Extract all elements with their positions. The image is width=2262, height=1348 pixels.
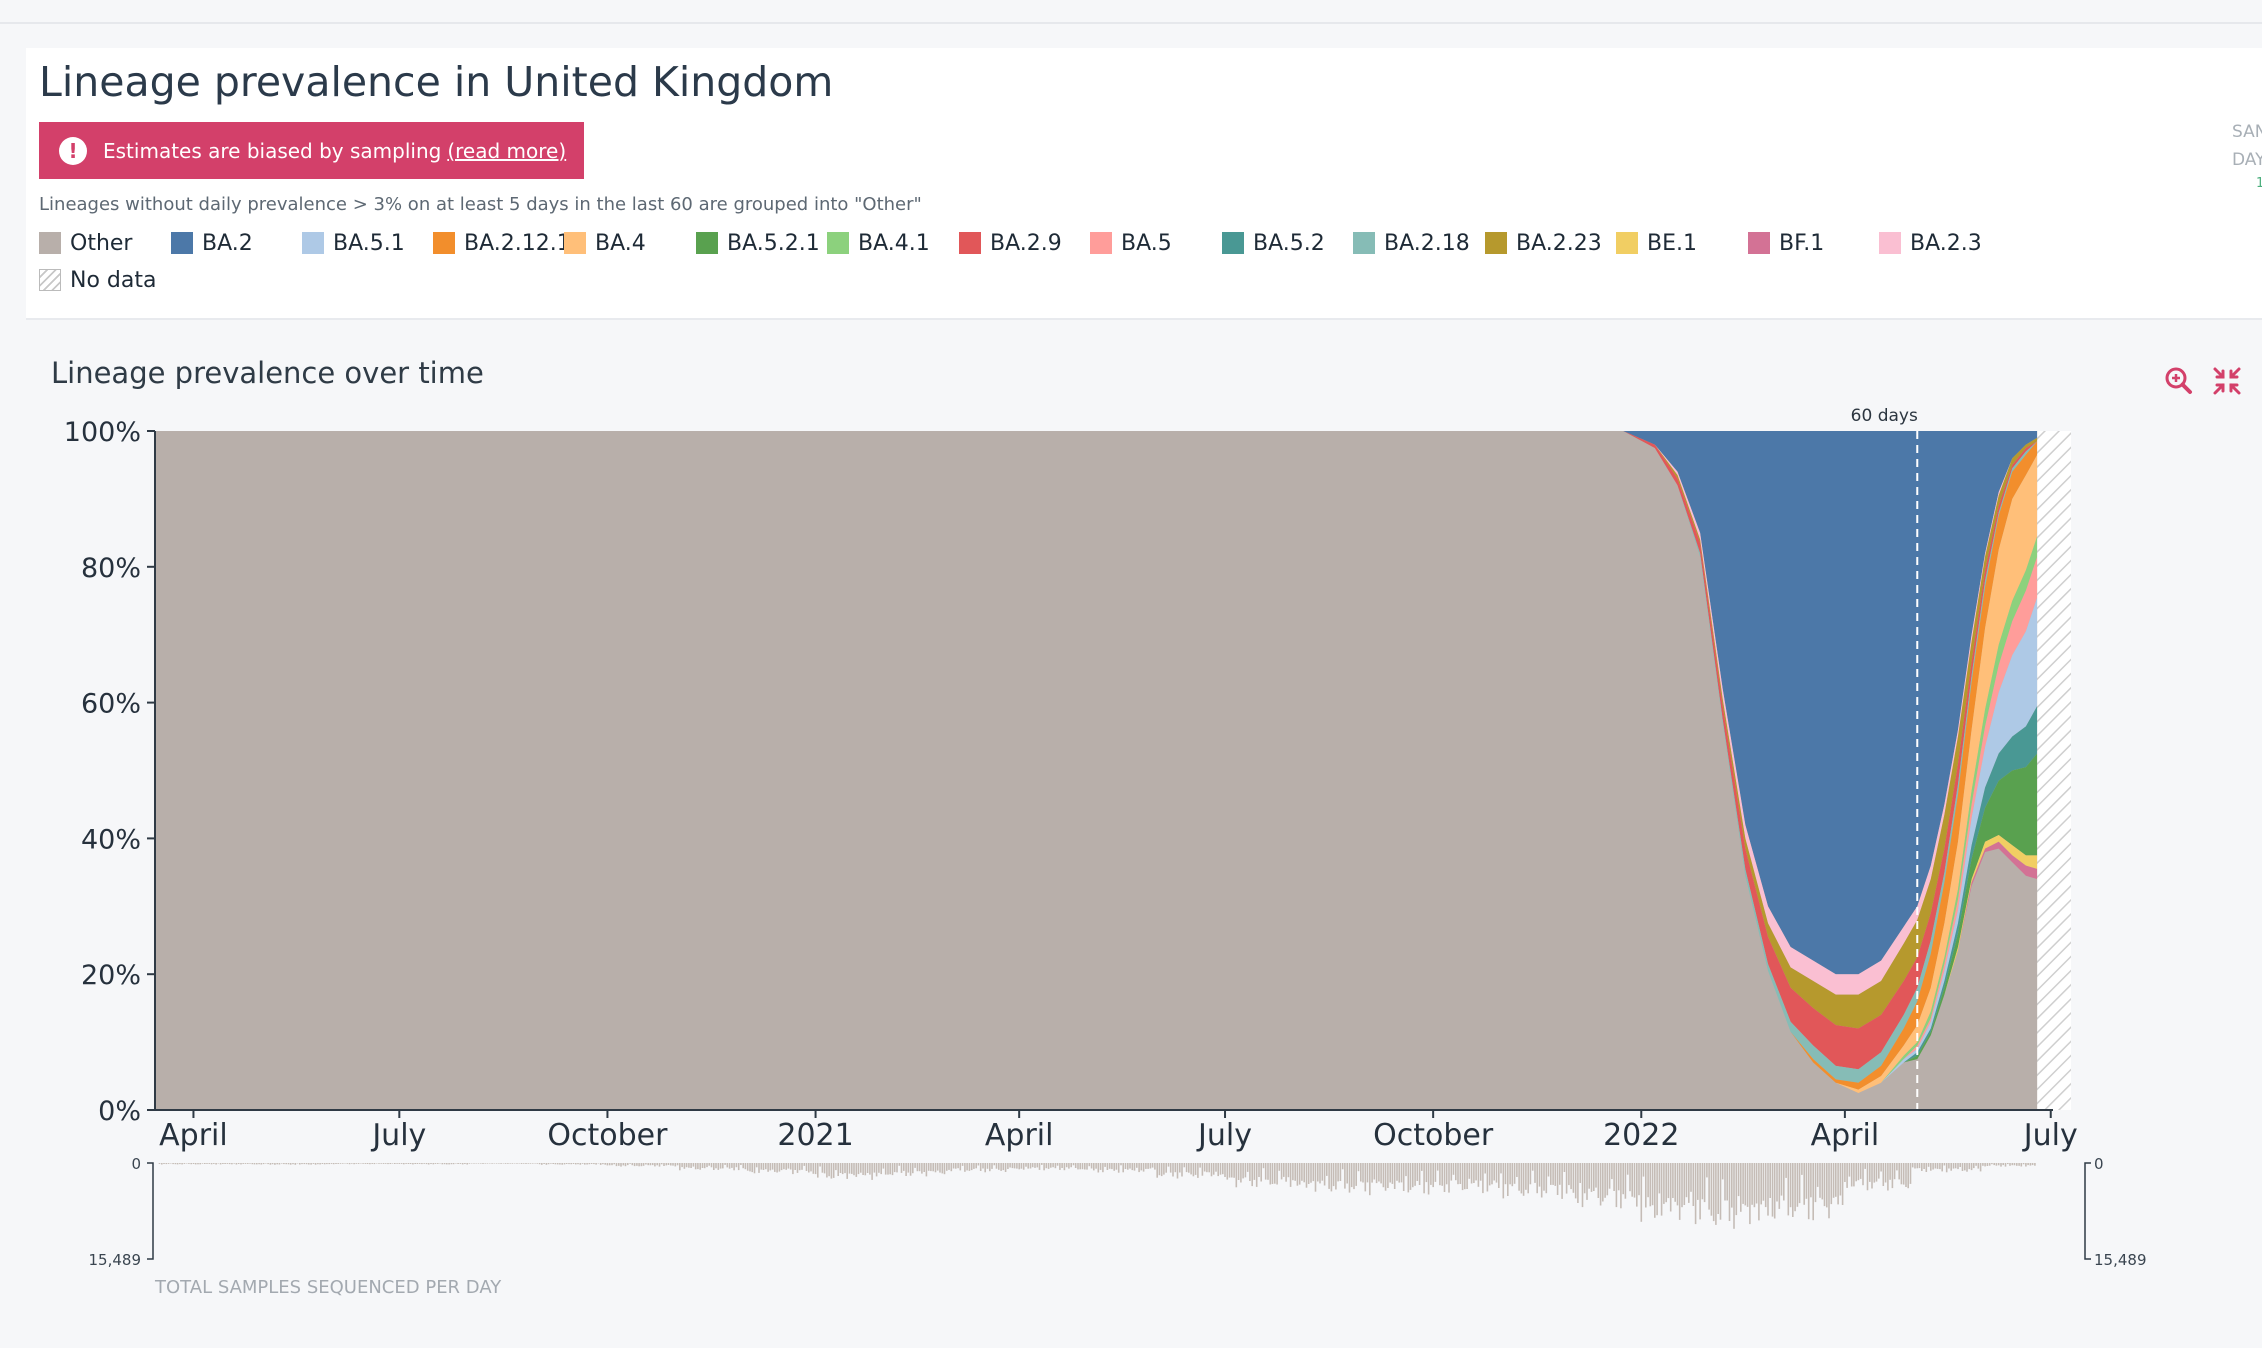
area-ba-2 bbox=[1623, 431, 2038, 975]
sixty-day-label: 60 days bbox=[1851, 406, 1918, 426]
legend-item-other[interactable]: Other bbox=[39, 228, 132, 258]
side-label-day: DAY bbox=[2232, 150, 2262, 170]
side-label-samples: SAN bbox=[2232, 122, 2262, 142]
y-tick-label: 20% bbox=[81, 960, 141, 991]
legend-swatch bbox=[1748, 232, 1770, 254]
legend-label: BA.2.9 bbox=[990, 230, 1062, 256]
legend-item-bf-1[interactable]: BF.1 bbox=[1748, 228, 1824, 258]
legend-label: BA.2.12.1 bbox=[464, 230, 571, 256]
legend-swatch bbox=[1222, 232, 1244, 254]
x-tick-label: October bbox=[1373, 1118, 1494, 1153]
legend-swatch bbox=[1616, 232, 1638, 254]
top-divider bbox=[0, 22, 2262, 24]
y-tick-label: 60% bbox=[81, 689, 141, 720]
legend-label: BA.2.3 bbox=[1910, 230, 1982, 256]
legend-item-ba-5-2-1[interactable]: BA.5.2.1 bbox=[696, 228, 820, 258]
legend-item-ba-2-9[interactable]: BA.2.9 bbox=[959, 228, 1062, 258]
area-ba-2-3 bbox=[1623, 431, 2038, 995]
legend-item-ba-2-12-1[interactable]: BA.2.12.1 bbox=[433, 228, 571, 258]
collapse-icon[interactable] bbox=[2210, 364, 2244, 398]
legend-swatch bbox=[1879, 232, 1901, 254]
legend-swatch bbox=[302, 232, 324, 254]
no-data-region bbox=[2037, 431, 2071, 1110]
zoom-in-icon[interactable] bbox=[2162, 364, 2196, 398]
legend-swatch bbox=[564, 232, 586, 254]
x-tick-label: April bbox=[1811, 1118, 1880, 1153]
legend-item-be-1[interactable]: BE.1 bbox=[1616, 228, 1697, 258]
y-tick-label: 100% bbox=[64, 417, 141, 448]
sampling-warning-banner: ! Estimates are biased by sampling (read… bbox=[39, 122, 584, 179]
legend-label: No data bbox=[70, 267, 157, 293]
samples-left-axis bbox=[147, 1162, 154, 1260]
legend-label: BA.5 bbox=[1121, 230, 1172, 256]
x-tick-label: July bbox=[370, 1118, 426, 1153]
legend-label: BF.1 bbox=[1779, 230, 1825, 256]
legend-label: BA.4 bbox=[595, 230, 646, 256]
legend-label: Other bbox=[70, 230, 133, 256]
x-tick-label: 2021 bbox=[777, 1118, 853, 1153]
legend-swatch bbox=[1485, 232, 1507, 254]
legend-label: BA.2.18 bbox=[1384, 230, 1470, 256]
y-tick-label: 40% bbox=[81, 824, 141, 855]
area-ba-2-9 bbox=[1623, 431, 2038, 1070]
side-tick: 1 bbox=[2256, 176, 2262, 191]
legend-item-ba-2-23[interactable]: BA.2.23 bbox=[1485, 228, 1602, 258]
legend-swatch bbox=[696, 232, 718, 254]
x-tick-label: October bbox=[547, 1118, 668, 1153]
legend-label: BA.2.23 bbox=[1516, 230, 1602, 256]
legend-label: BA.4.1 bbox=[858, 230, 930, 256]
alert-icon: ! bbox=[59, 136, 87, 165]
legend-swatch bbox=[39, 269, 61, 291]
legend-label: BA.2 bbox=[202, 230, 253, 256]
legend-item-ba-5-2[interactable]: BA.5.2 bbox=[1222, 228, 1325, 258]
legend-swatch bbox=[433, 232, 455, 254]
legend-swatch bbox=[827, 232, 849, 254]
legend-item-no-data[interactable]: No data bbox=[39, 265, 156, 295]
legend-swatch bbox=[171, 232, 193, 254]
legend-item-ba-4[interactable]: BA.4 bbox=[564, 228, 646, 258]
warning-text: Estimates are biased by sampling bbox=[103, 138, 442, 163]
area-ba-2-23 bbox=[1623, 431, 2038, 1029]
grouping-note: Lineages without daily prevalence > 3% o… bbox=[39, 194, 922, 215]
y-tick-label: 0% bbox=[98, 1096, 141, 1127]
legend-label: BE.1 bbox=[1647, 230, 1697, 256]
samples-axis-label: TOTAL SAMPLES SEQUENCED PER DAY bbox=[154, 1277, 502, 1298]
samples-min-label-left: 0 bbox=[131, 1155, 141, 1173]
read-more-link[interactable]: (read more) bbox=[447, 138, 567, 163]
legend-item-ba-5[interactable]: BA.5 bbox=[1090, 228, 1172, 258]
x-tick-label: July bbox=[1196, 1118, 1252, 1153]
legend-label: BA.5.2 bbox=[1253, 230, 1325, 256]
legend-swatch bbox=[959, 232, 981, 254]
legend-swatch bbox=[1090, 232, 1112, 254]
samples-max-label-left: 15,489 bbox=[89, 1251, 142, 1269]
legend-item-ba-4-1[interactable]: BA.4.1 bbox=[827, 228, 930, 258]
legend-label: BA.5.2.1 bbox=[727, 230, 820, 256]
samples-right-axis bbox=[2084, 1162, 2091, 1260]
legend-item-ba-2[interactable]: BA.2 bbox=[171, 228, 253, 258]
legend-label: BA.5.1 bbox=[333, 230, 405, 256]
chart-title: Lineage prevalence over time bbox=[51, 356, 484, 390]
legend-item-ba-2-3[interactable]: BA.2.3 bbox=[1879, 228, 1982, 258]
legend-item-ba-2-18[interactable]: BA.2.18 bbox=[1353, 228, 1470, 258]
page-title: Lineage prevalence in United Kingdom bbox=[39, 58, 834, 106]
x-tick-label: 2022 bbox=[1603, 1118, 1679, 1153]
samples-max-label-right: 15,489 bbox=[2094, 1251, 2147, 1269]
legend-swatch bbox=[1353, 232, 1375, 254]
legend-swatch bbox=[39, 232, 61, 254]
x-tick-label: April bbox=[985, 1118, 1054, 1153]
samples-min-label-right: 0 bbox=[2094, 1155, 2104, 1173]
header-panel: Lineage prevalence in United Kingdom ! E… bbox=[26, 48, 2262, 320]
x-tick-label: April bbox=[159, 1118, 228, 1153]
legend-item-ba-5-1[interactable]: BA.5.1 bbox=[302, 228, 405, 258]
x-tick-label: July bbox=[2022, 1118, 2078, 1153]
y-tick-label: 80% bbox=[81, 553, 141, 584]
